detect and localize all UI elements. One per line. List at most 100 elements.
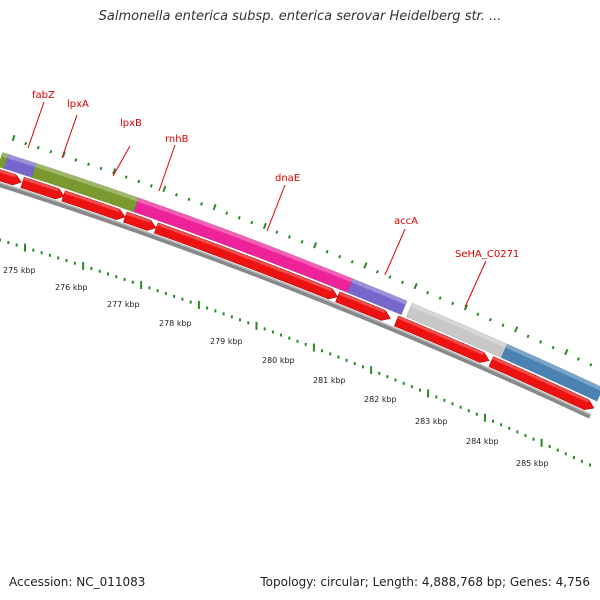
tick-mark: [262, 222, 267, 230]
tick-mark: [438, 296, 442, 300]
scale-label: 280 kbp: [262, 356, 295, 365]
gene-label-layer: fabZ lpxA lpxB rnhB dnaE accA SeHA_C0271: [27, 90, 519, 308]
gene-block-highlight: [137, 197, 171, 213]
label-leader-line: [61, 114, 78, 159]
tick-mark: [451, 301, 455, 306]
gene-block: [500, 343, 600, 402]
strand-arrow: [61, 190, 126, 220]
tick-mark: [388, 275, 392, 279]
tick-mark: [250, 220, 254, 225]
strand-arrow-highlight: [492, 356, 589, 403]
lower-tick-ring: [0, 238, 591, 467]
tick-mark: [11, 134, 16, 142]
tick-mark: [488, 317, 492, 322]
scale-label-layer: 275 kbp 276 kbp 277 kbp 278 kbp 279 kbp 280 k…: [3, 266, 549, 468]
gene-block-highlight: [169, 209, 353, 283]
tick-mark: [564, 348, 569, 356]
tick-mark: [325, 249, 329, 254]
strand-arrow: [393, 315, 490, 363]
tick-mark: [350, 259, 354, 264]
gene-label-acca: accA: [394, 216, 418, 227]
scale-label: 283 kbp: [415, 417, 448, 426]
tick-mark: [112, 168, 117, 175]
scale-label: 282 kbp: [364, 395, 397, 404]
tick-mark: [149, 184, 153, 188]
scale-label: 281 kbp: [313, 376, 346, 385]
tick-mark: [501, 323, 505, 327]
tick-mark: [526, 334, 530, 339]
scale-label: 276 kbp: [55, 283, 88, 292]
gene-block: [347, 278, 408, 316]
gene-block-highlight: [351, 278, 408, 305]
gene-label-seha_c0271: SeHA_C0271: [455, 249, 519, 260]
accession-text: Accession: NC_011083: [9, 575, 146, 589]
strand-arrow-highlight: [0, 169, 16, 178]
strand-arrow: [335, 291, 391, 321]
tick-mark: [288, 235, 291, 239]
strand-arrow: [153, 222, 338, 300]
backbone-track: [0, 182, 592, 419]
gene-block-highlight: [74, 176, 139, 202]
strand-arrow-highlight: [157, 222, 333, 292]
gene-block-highlight: [505, 344, 600, 391]
strand-arrow: [0, 169, 22, 186]
tick-mark: [212, 203, 217, 211]
tick-mark: [338, 254, 342, 259]
tick-mark: [187, 197, 191, 202]
strand-arrow-highlight: [397, 315, 485, 356]
tick-mark: [589, 363, 593, 367]
topology-text: Topology: circular; Length: 4,888,768 bp…: [260, 575, 590, 589]
tick-mark: [300, 240, 304, 244]
tick-mark: [99, 166, 103, 171]
gene-label-fabz: fabZ: [32, 90, 55, 101]
scale-label: 278 kbp: [159, 319, 192, 328]
gene-block-highlight: [1, 152, 9, 159]
tick-mark: [237, 216, 241, 220]
label-leader-line: [27, 101, 45, 149]
scale-label: 285 kbp: [516, 459, 549, 468]
tick-mark: [36, 145, 40, 150]
gene-strand-track: [0, 169, 595, 411]
tick-mark: [313, 242, 318, 249]
scale-label: 279 kbp: [210, 337, 243, 346]
tick-mark: [476, 312, 480, 317]
label-leader-line: [158, 144, 176, 192]
tick-mark: [363, 262, 368, 269]
tick-mark: [174, 193, 178, 197]
strand-arrow-highlight: [23, 177, 59, 192]
tick-mark: [576, 357, 580, 361]
scale-label: 275 kbp: [3, 266, 36, 275]
gene-feature-track: [0, 152, 600, 402]
label-leader-line: [384, 228, 406, 276]
strand-arrow: [488, 356, 595, 411]
scale-label: 277 kbp: [107, 300, 140, 309]
tick-mark: [74, 158, 78, 162]
tick-mark: [275, 230, 279, 234]
tick-mark: [401, 280, 405, 285]
label-leader-line: [464, 260, 487, 308]
gene-block-highlight: [7, 154, 37, 168]
backbone-line: [0, 182, 592, 419]
tick-mark: [162, 185, 167, 193]
map-title: Salmonella enterica subsp. enterica sero…: [98, 9, 502, 24]
strand-arrow: [123, 211, 157, 231]
gene-label-lpxa: lpxA: [67, 99, 89, 110]
tick-mark: [225, 211, 229, 215]
strand-arrow-highlight: [338, 291, 386, 314]
tick-mark: [539, 340, 543, 344]
gene-label-dnae: dnaE: [275, 173, 300, 184]
label-leader-line: [112, 145, 131, 177]
strand-arrow: [20, 176, 65, 200]
tick-mark: [551, 345, 555, 350]
label-leader-line: [266, 184, 286, 232]
strand-arrow-highlight: [64, 190, 120, 213]
tick-mark: [124, 175, 128, 179]
tick-mark: [413, 282, 418, 290]
strand-arrow-highlight: [126, 211, 151, 223]
tick-mark: [513, 326, 519, 333]
tick-mark: [426, 290, 430, 295]
tick-mark: [24, 141, 28, 146]
tick-mark: [200, 202, 204, 206]
tick-mark: [87, 162, 90, 166]
